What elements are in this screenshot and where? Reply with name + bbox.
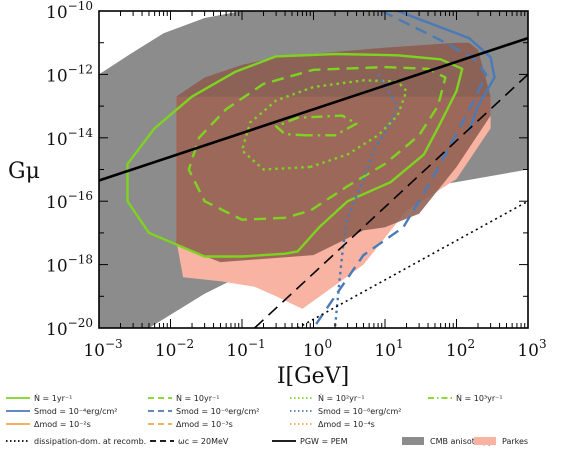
legend-label: Δmod = 10⁻³s bbox=[176, 420, 233, 429]
legend-entry: ωc = 20MeV bbox=[150, 437, 229, 446]
axis-ticks bbox=[98, 10, 529, 329]
y-tick-label: 10−10 bbox=[46, 0, 93, 23]
legend-label: Ṅ = 1yr⁻¹ bbox=[34, 393, 72, 403]
x-tick-labels: 10−3 10−2 10−1 100 101 102 103 bbox=[83, 337, 546, 361]
series-line-9 bbox=[99, 36, 528, 182]
legend-entry: Δmod = 10⁻³s bbox=[148, 420, 233, 429]
legend-entry: Parkes bbox=[474, 437, 528, 446]
legend-label: Smod = 10⁻⁸erg/cm² bbox=[318, 407, 401, 416]
y-tick-label: 10−12 bbox=[46, 62, 93, 86]
legend-label: Parkes bbox=[502, 437, 528, 446]
legend-entry: CMB anisotropy bbox=[402, 437, 493, 446]
legend-label: Δmod = 10⁻⁴s bbox=[318, 420, 375, 429]
legend-entry: Ṅ = 1yr⁻¹ bbox=[6, 393, 72, 403]
legend-label: Ṅ = 10³yr⁻¹ bbox=[456, 393, 503, 403]
legend-label: CMB anisotropy bbox=[430, 437, 493, 446]
region-allowed-signal bbox=[176, 42, 491, 263]
series-line-3 bbox=[274, 114, 358, 137]
constraint-curves bbox=[99, 11, 528, 328]
legend-entry: Ṅ = 10³yr⁻¹ bbox=[428, 393, 503, 403]
legend-entry: PGW = PEM bbox=[272, 437, 348, 446]
legend-label: ωc = 20MeV bbox=[178, 437, 229, 446]
legend-entry: Smod = 10⁻⁶erg/cm² bbox=[148, 407, 259, 416]
legend-label: Smod = 10⁻⁴erg/cm² bbox=[34, 407, 117, 416]
legend-swatch bbox=[474, 437, 496, 445]
plot-area bbox=[99, 11, 528, 328]
legend-entry: Δmod = 10⁻²s bbox=[6, 420, 91, 429]
legend-entry: Ṅ = 10yr⁻¹ bbox=[148, 393, 219, 403]
y-axis-label: Gμ bbox=[8, 159, 40, 184]
legend-entry: dissipation-dom. at recomb. bbox=[6, 437, 146, 446]
series-line-8 bbox=[254, 73, 528, 328]
x-tick-label: 102 bbox=[446, 337, 475, 361]
series-line-0 bbox=[126, 52, 464, 258]
y-tick-label: 10−14 bbox=[46, 126, 93, 150]
legend-entry: Smod = 10⁻⁸erg/cm² bbox=[290, 407, 401, 416]
x-tick-label: 10−2 bbox=[155, 337, 194, 361]
legend-label: Smod = 10⁻⁶erg/cm² bbox=[176, 407, 259, 416]
legend-swatch bbox=[402, 437, 424, 445]
y-tick-label: 10−16 bbox=[46, 189, 93, 213]
legend-entry: Δmod = 10⁻⁴s bbox=[290, 420, 375, 429]
y-tick-label: 10−20 bbox=[46, 316, 93, 340]
series-line-2 bbox=[240, 79, 408, 171]
x-tick-label: 100 bbox=[303, 337, 332, 361]
x-tick-label: 10−3 bbox=[83, 337, 122, 361]
x-tick-label: 101 bbox=[374, 337, 403, 361]
legend-label: Δmod = 10⁻²s bbox=[34, 420, 91, 429]
series-line-5 bbox=[312, 11, 488, 328]
legend-label: dissipation-dom. at recomb. bbox=[34, 437, 146, 446]
x-tick-label: 103 bbox=[517, 337, 546, 361]
legend-label: PGW = PEM bbox=[300, 437, 348, 446]
y-tick-label: 10−18 bbox=[46, 253, 93, 277]
x-tick-label: 10−1 bbox=[226, 337, 265, 361]
x-axis-label: I[GeV] bbox=[277, 364, 349, 389]
series-line-1 bbox=[187, 65, 447, 221]
legend-entry: Smod = 10⁻⁴erg/cm² bbox=[6, 407, 117, 416]
legend-label: Ṅ = 10yr⁻¹ bbox=[176, 393, 219, 403]
legend: Ṅ = 1yr⁻¹ Ṅ = 10yr⁻¹ Ṅ = 10²yr⁻¹ Ṅ = 10³yr⁻… bbox=[6, 393, 528, 446]
y-tick-labels: 10−10 10−12 10−14 10−16 10−18 10−20 bbox=[46, 0, 93, 340]
legend-entry: Ṅ = 10²yr⁻¹ bbox=[290, 393, 365, 403]
series-line-4 bbox=[396, 11, 496, 132]
legend-label: Ṅ = 10²yr⁻¹ bbox=[318, 393, 365, 403]
series-line-6 bbox=[333, 73, 399, 328]
